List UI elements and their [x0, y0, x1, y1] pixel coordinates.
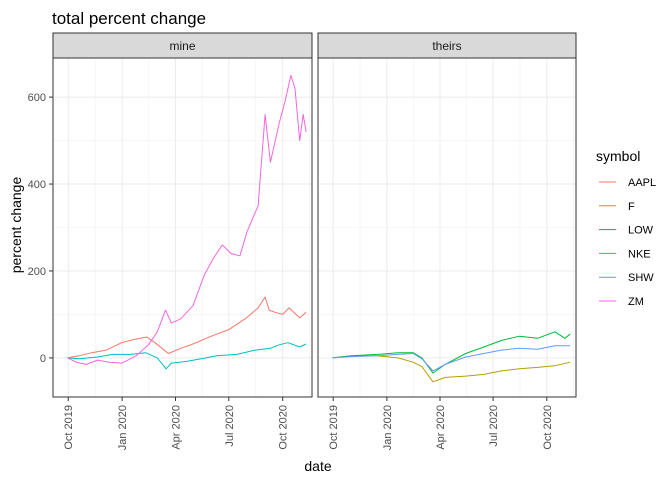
panel-border [317, 57, 577, 398]
legend-title: symbol [596, 148, 640, 164]
legend-label: NKE [628, 248, 651, 260]
x-tick-label: Apr 2020 [170, 405, 182, 450]
x-tick-label: Apr 2020 [435, 405, 447, 450]
series-line-low [332, 331, 571, 374]
panel-border [52, 57, 313, 398]
y-tick-label: 600 [28, 92, 46, 104]
legend: symbol AAPL F LOW NKE SHW ZM [596, 148, 656, 308]
legend-item-f: F [599, 201, 635, 213]
legend-label: F [628, 201, 635, 213]
x-tick-label: Oct 2020 [278, 405, 290, 450]
series-line-nke [67, 342, 307, 370]
x-tick-label: Jul 2020 [488, 405, 500, 447]
x-tick-label: Oct 2019 [63, 405, 75, 450]
x-tick-label: Jan 2020 [117, 405, 129, 450]
facet-strip-label: theirs [432, 39, 461, 53]
series-line-aapl [67, 296, 307, 359]
legend-item-nke: NKE [599, 248, 651, 260]
facet-strip-theirs [317, 32, 577, 59]
series-line-shw [332, 345, 571, 372]
chart-title: total percent change [52, 9, 206, 28]
facet-strip-mine [52, 32, 313, 59]
x-tick-label: Oct 2020 [542, 405, 554, 450]
y-axis-title: percent change [8, 177, 24, 274]
legend-label: AAPL [628, 177, 656, 189]
x-tick-label: Jan 2020 [382, 405, 394, 450]
facet-panel-mine: mine Oct 2019 Jan 2020 Apr 2020 Jul 2020 Oct … [28, 32, 313, 450]
facet-panel-theirs: theirs Oct 2019 Jan 2020 Apr 2020 Jul 2020 Oc… [317, 32, 577, 450]
y-tick-label: 200 [28, 266, 46, 278]
x-tick-label: Oct 2019 [328, 405, 340, 450]
series-line-f [332, 355, 571, 383]
legend-label: SHW [628, 272, 654, 284]
series-line-zm [67, 74, 307, 365]
x-tick-label: Jul 2020 [224, 405, 236, 447]
x-axis-title: date [304, 458, 331, 474]
legend-label: ZM [628, 296, 644, 308]
legend-label: LOW [628, 225, 654, 237]
legend-item-aapl: AAPL [599, 177, 656, 189]
facet-strip-label: mine [169, 39, 195, 53]
legend-item-low: LOW [599, 225, 654, 237]
y-tick-label: 400 [28, 179, 46, 191]
y-tick-label: 0 [40, 353, 46, 365]
legend-item-zm: ZM [599, 296, 644, 308]
legend-item-shw: SHW [599, 272, 654, 284]
